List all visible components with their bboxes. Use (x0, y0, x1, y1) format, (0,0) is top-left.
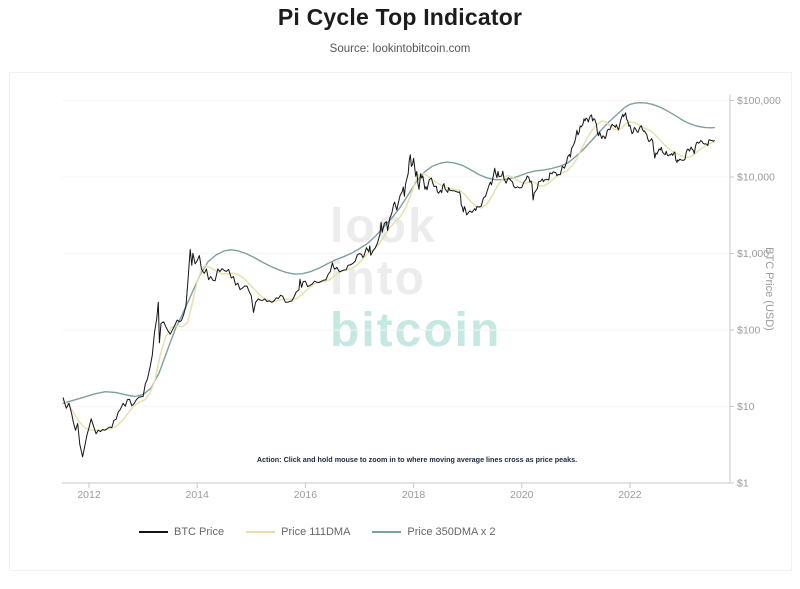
legend-label-price-111dma: Price 111DMA (281, 526, 351, 538)
legend: BTC Price Price 111DMA Price 350DMA x 2 (139, 526, 517, 538)
legend-label-btc-price: BTC Price (174, 526, 225, 538)
legend-item-price-111dma[interactable]: Price 111DMA (246, 526, 350, 538)
y-tick-label: $100 (737, 325, 761, 337)
legend-item-btc-price[interactable]: BTC Price (139, 526, 224, 538)
x-tick-label: 2012 (77, 489, 101, 501)
y-tick-label: $10 (737, 401, 755, 413)
x-tick-label: 2020 (510, 489, 534, 501)
chart-card (9, 72, 792, 571)
series-price-111dma (62, 120, 715, 432)
legend-label-price-350dma-x-2: Price 350DMA x 2 (407, 526, 496, 538)
legend-swatch-price-111dma (246, 531, 276, 533)
series-price-350dma-x-2 (62, 101, 715, 404)
watermark-line-look: look (330, 200, 437, 253)
series-btc-price (62, 112, 715, 458)
legend-swatch-price-350dma-x-2 (372, 531, 402, 533)
y-tick-label: $10,000 (737, 172, 775, 184)
source-link[interactable]: Source: lookintobitcoin.com (329, 43, 471, 55)
annotation-text: Action: Click and hold mouse to zoom in … (256, 455, 578, 464)
y-tick-label: $1,000 (737, 248, 769, 260)
legend-item-price-350dma-x-2[interactable]: Price 350DMA x 2 (372, 526, 495, 538)
x-tick-label: 2022 (618, 489, 642, 501)
x-tick-label: 2014 (186, 489, 210, 501)
x-tick-label: 2018 (402, 489, 426, 501)
y-axis-title: BTC Price (USD) (763, 247, 775, 331)
x-tick-label: 2016 (294, 489, 318, 501)
y-tick-label: $100,000 (737, 95, 781, 107)
y-tick-label: $1 (737, 478, 749, 490)
legend-swatch-btc-price (139, 531, 168, 533)
page-title: Pi Cycle Top Indicator (277, 4, 523, 30)
watermark-line-into: into (330, 252, 426, 305)
